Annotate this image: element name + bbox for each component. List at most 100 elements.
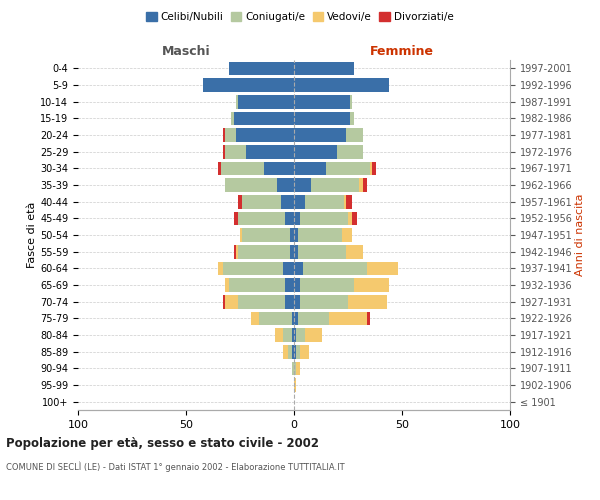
Bar [286,212,294,225]
Bar [218,162,221,175]
Bar [238,212,286,225]
Bar [238,295,286,308]
Bar [294,95,350,108]
Bar [359,178,363,192]
Bar [302,262,367,275]
Bar [264,162,294,175]
Text: Femmine: Femmine [370,46,434,59]
Bar [301,345,309,358]
Bar [225,278,229,292]
Bar [296,362,301,375]
Bar [294,145,337,158]
Bar [346,245,363,258]
Bar [294,345,296,358]
Bar [296,345,301,358]
Bar [329,312,367,325]
Bar [229,278,286,292]
Bar [301,278,355,292]
Text: Popolazione per età, sesso e stato civile - 2002: Popolazione per età, sesso e stato civil… [6,438,319,450]
Bar [348,212,352,225]
Bar [247,145,294,158]
Bar [305,195,344,208]
Bar [223,262,283,275]
Bar [292,328,294,342]
Bar [223,145,225,158]
Bar [294,362,296,375]
Bar [221,162,264,175]
Bar [238,245,290,258]
Bar [363,178,367,192]
Bar [370,162,372,175]
Bar [218,262,223,275]
Bar [238,95,294,108]
Bar [233,212,238,225]
Bar [286,278,294,292]
Bar [294,128,346,142]
Bar [283,262,294,275]
Bar [238,195,242,208]
Bar [341,228,352,242]
Bar [283,345,287,358]
Bar [251,312,259,325]
Bar [233,245,236,258]
Bar [223,128,225,142]
Y-axis label: Anni di nascita: Anni di nascita [575,194,586,276]
Bar [294,178,311,192]
Bar [236,128,294,142]
Bar [236,95,238,108]
Bar [346,195,352,208]
Bar [294,112,350,125]
Bar [240,228,242,242]
Bar [294,62,355,75]
Bar [242,228,290,242]
Bar [337,145,363,158]
Bar [242,195,281,208]
Bar [294,212,301,225]
Bar [236,245,238,258]
Bar [225,178,277,192]
Bar [233,112,294,125]
Bar [294,295,301,308]
Bar [259,312,292,325]
Bar [350,112,355,125]
Bar [203,78,294,92]
Bar [294,328,296,342]
Bar [296,328,305,342]
Bar [301,295,348,308]
Bar [294,262,302,275]
Bar [281,195,294,208]
Bar [286,295,294,308]
Bar [294,278,301,292]
Y-axis label: Fasce di età: Fasce di età [27,202,37,268]
Bar [290,228,294,242]
Bar [372,162,376,175]
Bar [301,212,348,225]
Bar [350,95,352,108]
Bar [275,328,283,342]
Bar [298,312,329,325]
Bar [277,178,294,192]
Bar [225,128,236,142]
Text: COMUNE DI SECLÌ (LE) - Dati ISTAT 1° gennaio 2002 - Elaborazione TUTTITALIA.IT: COMUNE DI SECLÌ (LE) - Dati ISTAT 1° gen… [6,462,344,472]
Bar [305,328,322,342]
Bar [294,245,298,258]
Bar [294,378,296,392]
Bar [294,78,389,92]
Bar [352,212,356,225]
Bar [346,128,363,142]
Bar [292,362,294,375]
Bar [232,112,233,125]
Bar [294,162,326,175]
Bar [298,245,346,258]
Bar [223,295,225,308]
Bar [290,245,294,258]
Bar [229,62,294,75]
Bar [298,228,341,242]
Bar [344,195,346,208]
Bar [287,345,292,358]
Bar [294,228,298,242]
Bar [283,328,292,342]
Bar [326,162,370,175]
Bar [292,312,294,325]
Bar [225,145,247,158]
